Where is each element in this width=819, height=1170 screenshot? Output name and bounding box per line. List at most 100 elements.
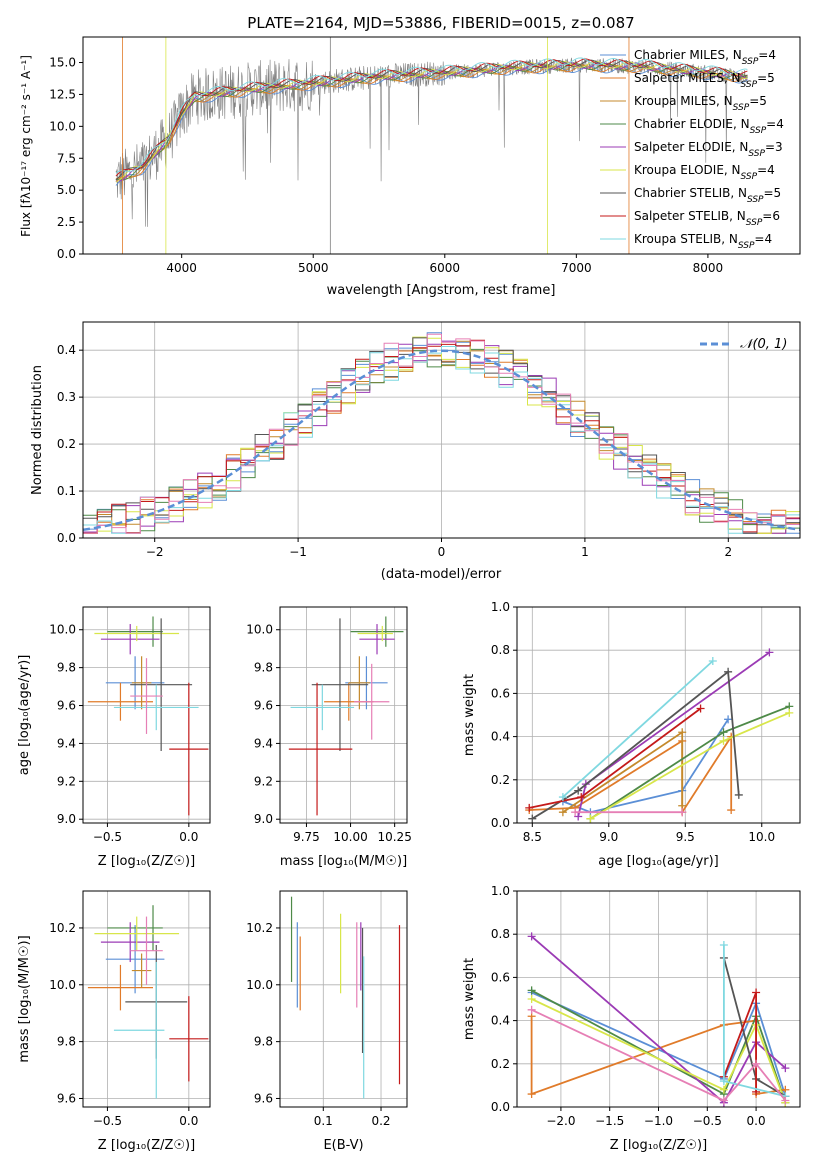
- residuals-hist-chabrier_stelib: [83, 337, 800, 534]
- weight_vs_Z-marker-pink: [719, 1096, 728, 1105]
- weight_vs_age-series-kroupa_stelib: [562, 660, 714, 798]
- weight_vs_Z-xtick-label: 0.0: [747, 1114, 766, 1128]
- weight_vs_Z-ytick-label: 0.6: [491, 970, 510, 984]
- residuals-xtick-label: −2: [146, 545, 164, 559]
- weight_vs_age-marker-chabrier_elodie: [719, 728, 728, 737]
- age_vs_Z-ytick-label: 10.0: [49, 623, 76, 637]
- weight_vs_Z-xlabel: Z [log₁₀(Z/Z☉)]: [610, 1138, 707, 1153]
- residuals-ytick-label: 0.0: [57, 531, 76, 545]
- weight_vs_age-ytick-label: 1.0: [491, 600, 510, 614]
- age_vs_mass-xtick-label: 9.75: [293, 830, 320, 844]
- residuals-ytick-label: 0.1: [57, 484, 76, 498]
- weight_vs_Z-xtick-label: −0.5: [693, 1114, 722, 1128]
- spectrum-model-chabrier_miles: [115, 65, 748, 186]
- spectrum-axes-frame: [82, 36, 801, 255]
- age_vs_Z-ytick-label: 9.6: [57, 699, 76, 713]
- spectrum-legend-label: Kroupa MILES, NSSP=5: [634, 94, 767, 113]
- weight_vs_age-ytick-label: 0.8: [491, 643, 510, 657]
- weight_vs_age-xlabel: age [log₁₀(age/yr)]: [598, 854, 719, 869]
- residuals-xtick-label: −1: [289, 545, 307, 559]
- spectrum-legend-label: Salpeter MILES, NSSP=5: [634, 71, 775, 90]
- weight_vs_Z-ytick-label: 0.2: [491, 1057, 510, 1071]
- spectrum-legend-label: Salpeter ELODIE, NSSP=3: [634, 140, 783, 159]
- weight_vs_Z-series-chabrier_elodie: [531, 989, 787, 1103]
- weight_vs_Z-marker-chabrier_elodie: [527, 986, 536, 995]
- spectrum-ytick-label: 5.0: [57, 183, 76, 197]
- residuals-ytick-label: 0.4: [57, 343, 76, 357]
- weight_vs_Z-marker-pink: [527, 1005, 536, 1014]
- weight_vs_age-ytick-label: 0.0: [491, 816, 510, 830]
- mass_vs_ebv-xtick-label: 0.2: [371, 1114, 390, 1128]
- weight_vs_age-xtick-label: 10.0: [748, 830, 775, 844]
- weight_vs_age-marker-salpeter_stelib: [525, 803, 534, 812]
- spectrum-xtick-label: 8000: [693, 261, 724, 275]
- mass_vs_ebv-ytick-label: 9.6: [254, 1091, 273, 1105]
- age_vs_Z-panel: −0.5 0.0 9.0 9.2 9.4 9.6 9.8 10.0 Z [log₁₀(Z/Z☉)…: [17, 606, 211, 869]
- spectrum-model-salpeter_elodie: [115, 61, 748, 182]
- mass_vs_ebv-axes-frame: [279, 890, 408, 1108]
- spectrum-ytick-label: 12.5: [49, 87, 76, 101]
- age_vs_mass-xtick-label: 10.00: [333, 830, 367, 844]
- weight_vs_Z-series-pink: [531, 1008, 787, 1102]
- weight_vs_age-marker-kroupa_stelib: [708, 657, 717, 665]
- spectrum-ytick-label: 15.0: [49, 56, 76, 70]
- residuals-xtick-label: 2: [724, 545, 732, 559]
- mass_vs_ebv-ytick-label: 9.8: [254, 1035, 273, 1049]
- mass_vs_Z-ytick-label: 9.6: [57, 1091, 76, 1105]
- weight_vs_Z-ytick-label: 1.0: [491, 884, 510, 898]
- weight_vs_Z-marker-salpeter_elodie: [781, 1064, 790, 1073]
- weight_vs_age-ytick-label: 0.2: [491, 773, 510, 787]
- spectrum-data-line: [115, 57, 748, 227]
- weight_vs_age-marker-chabrier_miles: [724, 715, 733, 724]
- weight_vs_age-marker-salpeter_stelib: [577, 793, 586, 802]
- spectrum-title: PLATE=2164, MJD=53886, FIBERID=0015, z=0…: [247, 14, 634, 32]
- weight_vs_Z-marker-kroupa_stelib: [719, 1077, 728, 1086]
- age_vs_mass-panel: 9.75 10.00 10.25 9.0 9.2 9.4 9.6 9.8 10.0 mass [l…: [246, 606, 412, 869]
- spectrum-panel: PLATE=2164, MJD=53886, FIBERID=0015, z=0…: [19, 14, 801, 298]
- spectrum-xtick-label: 6000: [430, 261, 461, 275]
- age_vs_mass-axes-frame: [279, 606, 408, 824]
- weight_vs_Z-series-chabrier_miles: [531, 991, 787, 1097]
- weight_vs_age-ytick-label: 0.6: [491, 686, 510, 700]
- spectrum-xlabel: wavelength [Angstrom, rest frame]: [327, 283, 556, 298]
- weight_vs_age-marker-salpeter_elodie: [765, 648, 774, 657]
- residuals-xtick-label: 1: [581, 545, 589, 559]
- weight_vs_age-ylabel: mass weight: [462, 674, 477, 756]
- residuals-hist-salpeter_stelib: [83, 339, 800, 534]
- age_vs_Z-ytick-label: 9.0: [57, 812, 76, 826]
- weight_vs_age-marker-kroupa_elodie: [719, 736, 728, 745]
- weight_vs_Z-series-salpeter_miles: [530, 1016, 786, 1096]
- weight_vs_age-marker-pink: [571, 808, 580, 817]
- spectrum-legend-label: Kroupa ELODIE, NSSP=4: [634, 163, 775, 182]
- weight_vs_Z-ylabel: mass weight: [462, 958, 477, 1040]
- age_vs_mass-ytick-label: 9.6: [254, 699, 273, 713]
- weight_vs_Z-marker-pink: [781, 1096, 790, 1105]
- weight_vs_Z-ytick-label: 0.4: [491, 1014, 510, 1028]
- weight_vs_age-marker-kroupa_stelib: [558, 793, 567, 802]
- weight_vs_age-marker-kroupa_miles: [558, 808, 567, 817]
- spectrum-data: [115, 37, 748, 254]
- weight_vs_Z-xtick-label: −1.5: [595, 1114, 624, 1128]
- residuals-panel: −2 −1 0 1 2 0.0 0.1 0.2 0.3 0.4 (data-model)/erro…: [30, 321, 801, 582]
- weight_vs_age-series-chabrier_stelib: [531, 670, 740, 820]
- residuals-data: [82, 332, 801, 534]
- residuals-normal-curve: [82, 349, 801, 532]
- age_vs_mass-ytick-label: 9.2: [254, 774, 273, 788]
- spectrum-xtick-label: 5000: [298, 261, 329, 275]
- spectrum-xtick-label: 4000: [166, 261, 197, 275]
- spectrum-legend-label: Chabrier ELODIE, NSSP=4: [634, 117, 784, 136]
- weight_vs_Z-marker-salpeter_elodie: [527, 932, 536, 941]
- weight_vs_age-series-kroupa_elodie: [589, 711, 790, 820]
- age_vs_mass-xtick-label: 10.25: [377, 830, 411, 844]
- mass_vs_Z-ytick-label: 9.8: [57, 1035, 76, 1049]
- age_vs_Z-xtick-label: 0.0: [179, 830, 198, 844]
- weight_vs_age-ytick-label: 0.4: [491, 730, 510, 744]
- residuals-ylabel: Normed distribution: [30, 365, 45, 495]
- mass_vs_Z-xlabel: Z [log₁₀(Z/Z☉)]: [98, 1138, 195, 1153]
- weight_vs_age-marker-pink: [678, 808, 687, 817]
- weight_vs_age-marker-salpeter_stelib: [696, 704, 705, 713]
- mass_vs_ebv-panel: 0.1 0.2 9.6 9.8 10.0 10.2 E(B-V): [246, 890, 408, 1153]
- weight_vs_Z-marker-kroupa_stelib: [719, 941, 728, 949]
- weight_vs_age-panel: 8.5 9.0 9.5 10.0 0.0 0.2 0.4 0.6 0.8 1.0 age [log₁…: [462, 600, 801, 869]
